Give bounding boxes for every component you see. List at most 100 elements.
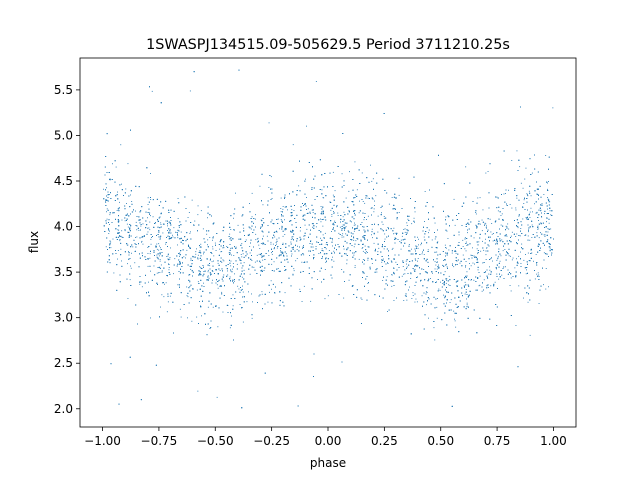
data-point	[412, 295, 414, 296]
data-point	[479, 223, 481, 225]
data-point	[343, 297, 345, 299]
data-point	[345, 197, 347, 199]
data-point	[148, 227, 150, 229]
data-point	[269, 291, 270, 293]
data-point	[229, 276, 231, 278]
data-point	[232, 263, 234, 264]
data-point	[527, 301, 529, 303]
data-point	[144, 236, 145, 237]
data-point	[515, 325, 517, 326]
data-point	[354, 265, 356, 267]
data-point	[341, 236, 343, 238]
data-point	[170, 222, 171, 224]
data-point	[341, 235, 343, 236]
data-point	[453, 310, 455, 312]
data-point	[497, 257, 499, 259]
data-point	[482, 209, 484, 211]
data-point	[177, 244, 178, 246]
data-point	[180, 272, 182, 273]
data-point	[327, 295, 329, 297]
data-point	[152, 199, 154, 201]
data-point	[112, 238, 114, 240]
data-point	[252, 301, 253, 303]
data-point	[362, 226, 363, 228]
data-point	[160, 222, 162, 224]
data-point	[518, 285, 520, 287]
data-point	[503, 193, 505, 195]
data-point	[212, 246, 214, 248]
data-point	[263, 243, 265, 244]
data-point	[489, 318, 490, 320]
data-point	[490, 273, 492, 275]
data-point	[169, 229, 171, 230]
data-point	[315, 226, 317, 228]
data-point	[131, 252, 132, 254]
data-point	[377, 251, 379, 253]
data-point	[544, 213, 545, 215]
data-point	[193, 224, 194, 226]
data-point	[508, 228, 510, 230]
data-point	[167, 230, 168, 231]
data-point	[453, 266, 455, 268]
data-point	[525, 273, 527, 275]
data-point	[465, 241, 467, 243]
data-point	[362, 259, 364, 260]
data-point	[242, 285, 243, 287]
data-point	[217, 326, 219, 328]
data-point	[434, 339, 436, 341]
data-point	[240, 254, 242, 255]
data-point	[465, 250, 467, 252]
data-point	[159, 259, 161, 260]
data-point	[211, 253, 213, 254]
data-point	[187, 217, 189, 218]
data-point	[306, 197, 307, 198]
data-point	[410, 278, 412, 279]
data-point	[454, 318, 455, 320]
data-point	[476, 226, 478, 228]
data-point	[242, 321, 244, 323]
data-point	[121, 230, 123, 232]
data-point	[333, 212, 334, 214]
data-point	[525, 217, 527, 219]
data-point	[150, 317, 151, 319]
data-point	[496, 273, 498, 275]
data-point	[201, 315, 202, 317]
data-point	[119, 201, 120, 203]
data-point	[284, 234, 286, 235]
data-point	[283, 255, 285, 257]
data-point	[243, 227, 245, 229]
data-point	[486, 227, 487, 229]
data-point	[403, 273, 405, 275]
data-point	[387, 262, 388, 264]
data-point	[256, 254, 258, 256]
data-point	[332, 239, 333, 241]
data-point	[349, 171, 350, 173]
data-point	[270, 176, 272, 178]
data-point	[242, 253, 244, 255]
data-point	[156, 243, 158, 245]
data-point	[337, 212, 339, 214]
data-point	[506, 235, 508, 237]
data-point	[185, 257, 186, 259]
data-point	[226, 246, 228, 247]
data-point	[231, 268, 233, 270]
data-point	[113, 272, 115, 274]
data-point	[179, 308, 181, 310]
data-point	[295, 260, 297, 262]
data-point	[520, 251, 521, 253]
data-point	[484, 222, 486, 224]
data-point	[160, 224, 162, 225]
data-point	[301, 261, 303, 263]
data-point	[161, 271, 163, 273]
data-point	[291, 238, 293, 240]
data-point	[437, 241, 439, 243]
data-point	[174, 258, 176, 260]
data-point	[282, 215, 284, 217]
data-point	[142, 243, 144, 245]
data-point	[255, 239, 257, 241]
data-point	[384, 238, 386, 240]
data-point	[456, 260, 458, 262]
data-point	[321, 189, 323, 191]
data-point	[241, 243, 243, 245]
data-point	[147, 197, 149, 199]
